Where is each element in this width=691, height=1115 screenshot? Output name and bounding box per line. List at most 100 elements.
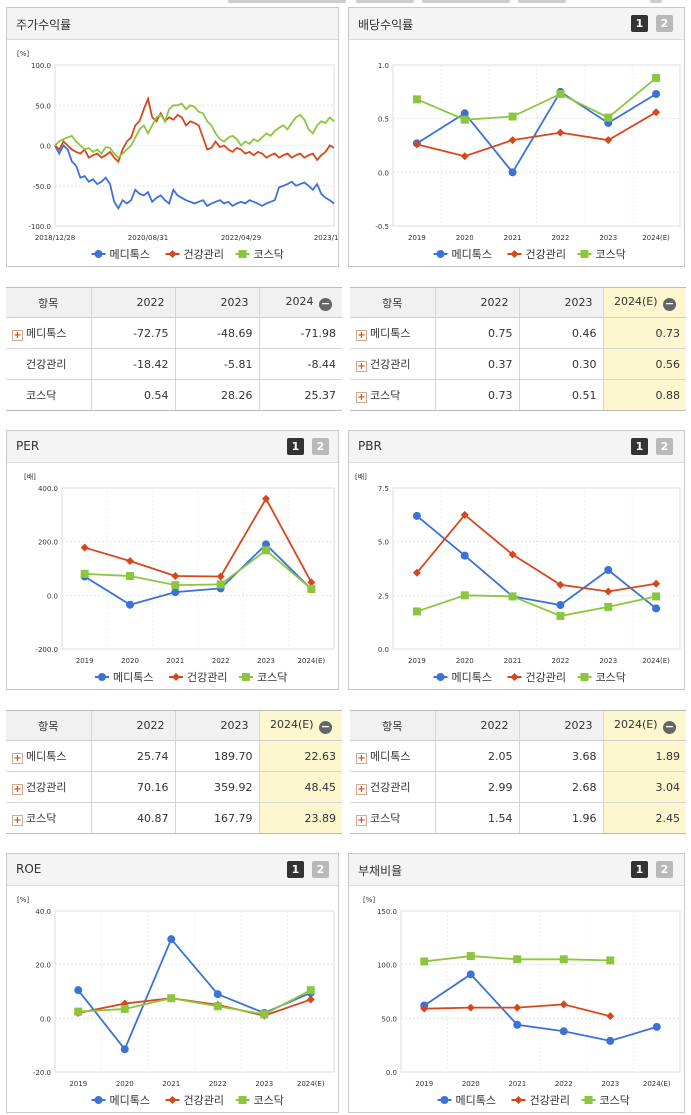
- cell: 28.26: [174, 379, 259, 411]
- data-point: [556, 600, 565, 609]
- data-point: [216, 580, 225, 589]
- expand-icon[interactable]: +: [12, 815, 23, 826]
- collapse-icon[interactable]: −: [663, 719, 676, 734]
- col-header: 항목: [350, 710, 435, 741]
- series-line: [423, 973, 658, 1042]
- collapse-icon[interactable]: −: [663, 296, 676, 311]
- col-header: 2023: [518, 287, 603, 318]
- expand-icon[interactable]: +: [356, 361, 367, 372]
- panel-header: ROE 1 2: [7, 854, 338, 886]
- x-tick-label: 2021: [166, 657, 184, 665]
- data-point: [238, 1096, 247, 1104]
- data-point: [167, 935, 176, 944]
- data-point: [436, 673, 445, 681]
- data-point: [172, 673, 180, 681]
- expand-icon[interactable]: +: [12, 330, 23, 341]
- unit-label: [배]: [24, 472, 36, 481]
- data-point: [436, 250, 445, 258]
- page-1-button[interactable]: 1: [631, 15, 648, 32]
- expand-icon[interactable]: +: [356, 784, 367, 795]
- per-chart: [배]400.0 200.0 0.0 -200.0 2019 2020 2021 2022 20…: [24, 472, 335, 684]
- page-1-button[interactable]: 1: [287, 861, 304, 878]
- panel-title: ROE: [16, 862, 42, 876]
- data-point: [306, 986, 315, 995]
- col-header: 2023: [174, 710, 259, 741]
- legend-label: 코스닥: [600, 1094, 630, 1107]
- y-tick-label: -200.0: [35, 646, 58, 654]
- data-point: [306, 995, 315, 1004]
- cell: -71.98: [258, 317, 342, 349]
- series-line: [84, 543, 312, 606]
- data-point: [167, 994, 176, 1003]
- expand-icon[interactable]: +: [356, 330, 367, 341]
- page-1-button[interactable]: 1: [631, 438, 648, 455]
- cell: 0.73: [602, 317, 686, 349]
- row-label: + 메디톡스: [6, 317, 91, 349]
- collapse-icon[interactable]: −: [319, 296, 332, 311]
- data-point: [242, 673, 250, 681]
- legend-label: 코스닥: [596, 248, 626, 261]
- x-tick-label: 2022: [552, 657, 570, 665]
- cell: 0.46: [518, 317, 603, 349]
- data-point: [466, 1003, 475, 1012]
- x-tick-label: 2023: [599, 657, 617, 665]
- data-point: [412, 568, 421, 577]
- cell: 25.37: [258, 379, 342, 411]
- data-point: [307, 584, 316, 593]
- data-point: [126, 556, 134, 565]
- legend-label: 메디톡스: [110, 1094, 150, 1107]
- page-2-button[interactable]: 2: [656, 861, 673, 878]
- dividend-table: 항목 2022 2023 2024(E) − + 메디톡스 0.75 0.46 0…: [350, 287, 686, 411]
- data-point: [168, 250, 177, 258]
- page-1-button[interactable]: 1: [631, 861, 648, 878]
- page-2-button[interactable]: 2: [312, 438, 329, 455]
- data-point: [460, 109, 469, 118]
- data-point: [171, 581, 180, 590]
- stock-return-panel: 주가수익률 [%] 100.0 50.0 0.0 -50.0 -100.0 2018/12/…: [6, 7, 339, 267]
- x-tick-label: 2022: [552, 234, 570, 242]
- cell: 0.73: [434, 379, 519, 411]
- data-point: [460, 591, 469, 600]
- roe-chart: [%] 40.0 20.0 0.0 -20.0 2019 2020 2021 2022 2023 2…: [17, 896, 335, 1107]
- expand-icon[interactable]: +: [356, 392, 367, 403]
- cell: 1.54: [434, 802, 519, 834]
- x-tick-label: 2021: [504, 234, 522, 242]
- cell: 0.51: [518, 379, 603, 411]
- cell: 1.89: [602, 740, 686, 772]
- legend-label: 코스닥: [257, 671, 287, 684]
- data-point: [559, 955, 568, 964]
- expand-icon[interactable]: +: [12, 753, 23, 764]
- y-tick-label: 7.5: [378, 485, 389, 493]
- data-point: [120, 999, 129, 1008]
- data-point: [652, 579, 661, 588]
- roe-panel: ROE 1 2 [%] 40.0 20.0 0.0 -20.0 2019 2020 2021 2…: [6, 853, 339, 1113]
- page-2-button[interactable]: 2: [312, 861, 329, 878]
- series-line: [84, 496, 313, 583]
- data-point: [460, 152, 469, 161]
- row-label: + 건강관리: [350, 771, 435, 803]
- data-point: [584, 1096, 593, 1104]
- data-point: [216, 572, 225, 581]
- expand-icon[interactable]: +: [356, 815, 367, 826]
- data-point: [508, 168, 517, 177]
- page-2-button[interactable]: 2: [656, 15, 673, 32]
- expand-icon[interactable]: +: [356, 753, 367, 764]
- table-row: + 코스닥 0.73 0.51 0.88: [350, 379, 686, 411]
- legend-label: 건강관리: [184, 1094, 224, 1107]
- expand-icon[interactable]: +: [12, 784, 23, 795]
- row-label: + 메디톡스: [6, 740, 91, 772]
- data-point: [510, 250, 519, 258]
- data-point: [508, 136, 517, 145]
- data-point: [412, 140, 421, 149]
- data-point: [262, 546, 270, 555]
- page-1-button[interactable]: 1: [287, 438, 304, 455]
- data-point: [74, 986, 83, 995]
- cell: 2.05: [434, 740, 519, 772]
- x-tick-label: 2018/12/28: [35, 234, 75, 242]
- cell: 3.04: [602, 771, 686, 803]
- page-2-button[interactable]: 2: [656, 438, 673, 455]
- per-table: 항목 2022 2023 2024(E) − + 메디톡스 25.74 189.7…: [6, 710, 342, 834]
- panel-title: 부채비율: [358, 864, 403, 878]
- collapse-icon[interactable]: −: [319, 719, 332, 734]
- y-tick-label: 0.0: [40, 143, 51, 151]
